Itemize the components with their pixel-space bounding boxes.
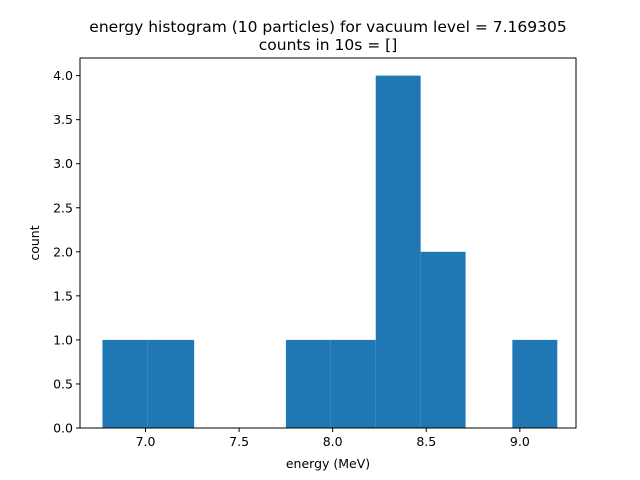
y-tick-label: 2.0 <box>53 244 73 259</box>
chart-title: energy histogram (10 particles) for vacu… <box>89 18 566 36</box>
x-tick-label: 8.5 <box>416 434 436 449</box>
y-tick-label: 1.5 <box>53 288 73 303</box>
y-axis-ticks: 0.0 0.5 1.0 1.5 2.0 2.5 3.0 3.5 4.0 <box>53 68 80 436</box>
x-tick-label: 7.0 <box>136 434 156 449</box>
y-axis-label: count <box>27 225 42 260</box>
y-tick-label: 2.5 <box>53 200 73 215</box>
histogram-bar-7 <box>420 251 466 428</box>
histogram-bar-5 <box>330 339 376 428</box>
x-tick-label: 8.0 <box>323 434 343 449</box>
y-tick-label: 4.0 <box>53 68 73 83</box>
x-tick-label: 7.5 <box>229 434 249 449</box>
bars-group <box>102 75 558 428</box>
x-axis-label: energy (MeV) <box>286 456 370 471</box>
y-tick-label: 1.0 <box>53 332 73 347</box>
histogram-bar-9 <box>512 339 558 428</box>
histogram-bar-4 <box>285 339 331 428</box>
chart-subtitle: counts in 10s = [] <box>259 36 398 54</box>
histogram-bar-6 <box>375 75 421 428</box>
histogram-bar-1 <box>147 339 195 428</box>
y-tick-label: 3.0 <box>53 156 73 171</box>
plot-area-frame <box>79 57 577 429</box>
y-tick-label: 0.5 <box>53 376 73 391</box>
histogram-bar-0 <box>102 339 148 428</box>
y-tick-label: 0.0 <box>53 421 73 436</box>
y-tick-label: 3.5 <box>53 112 73 127</box>
x-tick-label: 9.0 <box>510 434 530 449</box>
x-axis-ticks: 7.0 7.5 8.0 8.5 9.0 <box>136 428 530 449</box>
